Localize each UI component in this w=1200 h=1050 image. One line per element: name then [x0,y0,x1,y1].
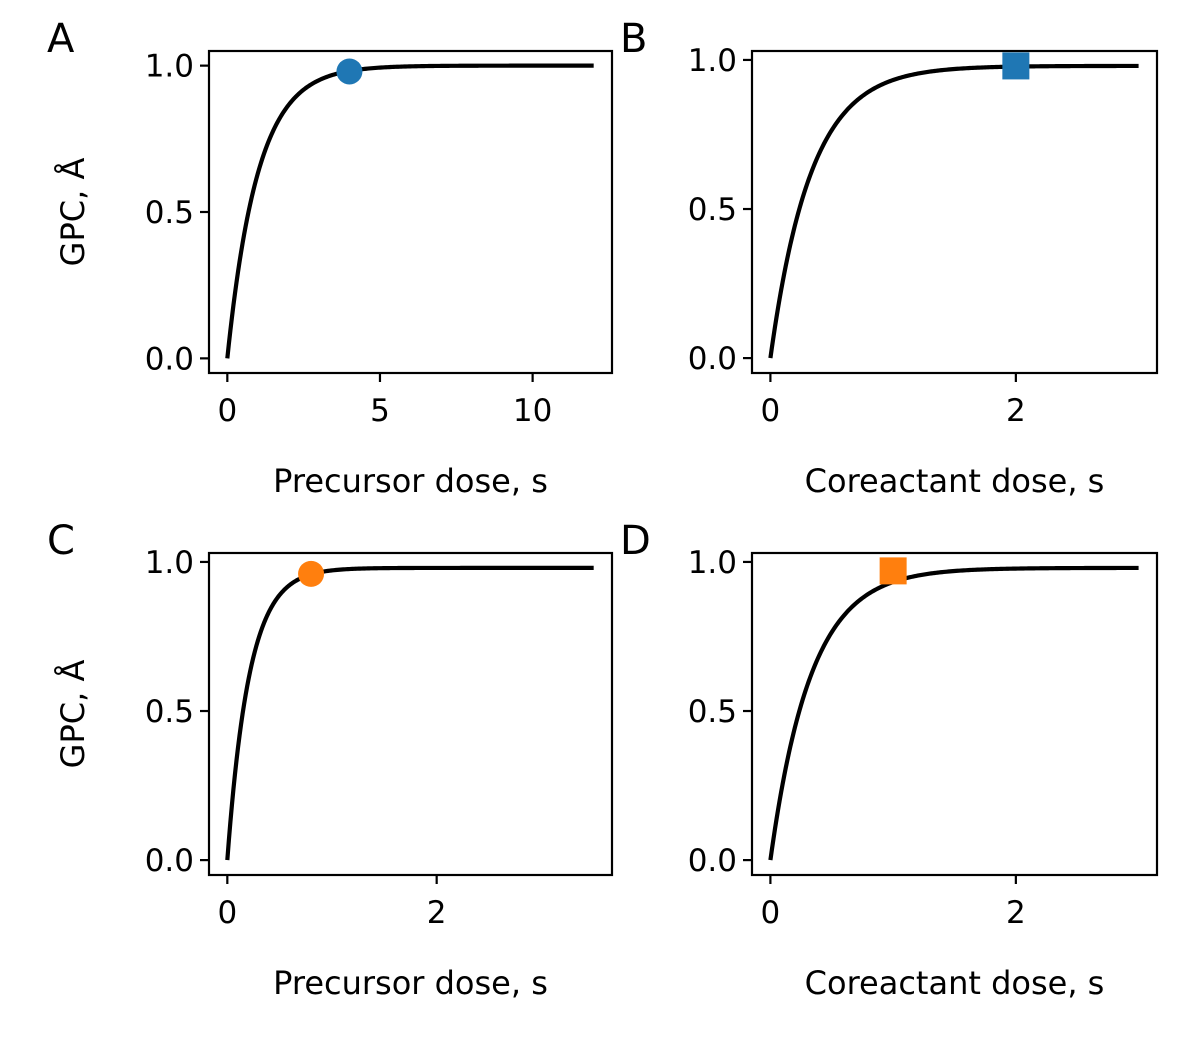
y-tick-label: 0.0 [145,843,194,879]
y-tick-label: 0.0 [145,341,194,377]
y-tick-label: 0.0 [688,843,737,879]
gpc-curve [225,63,595,359]
x-tick-label: 10 [513,393,552,429]
y-tick-label: 0.5 [145,195,194,231]
x-axis-label: Coreactant dose, s [805,964,1105,1002]
marker-square [1002,52,1030,80]
x-tick-label: 0 [761,393,781,429]
marker-circle [298,560,325,587]
panel-a: 0 5 10 0.0 0.5 1.0 Precursor dose, s GPC, Å A [47,16,614,500]
x-tick-label: 2 [1006,393,1026,429]
marker-circle [336,58,363,85]
y-tick-label: 0.5 [688,192,737,228]
y-tick-label: 0.0 [688,341,737,377]
x-tick-label: 2 [427,895,447,931]
gpc-curve [225,565,595,861]
axes-frame [207,49,614,375]
x-tick-label: 0 [217,895,237,931]
y-tick-label: 1.0 [688,43,737,79]
x-axis-label: Precursor dose, s [273,462,548,500]
axes-frame [207,551,614,877]
panel-b: 0 2 0.0 0.5 1.0 Coreactant dose, s B [620,16,1159,500]
gpc-curve [768,565,1140,861]
panel-label: A [47,16,75,62]
panel-label: B [620,16,647,62]
marker-square [879,557,907,585]
y-tick-label: 0.5 [688,694,737,730]
x-tick-label: 5 [370,393,390,429]
panel-label: C [47,518,75,564]
y-axis-label: GPC, Å [54,158,92,267]
x-tick-label: 2 [1006,895,1026,931]
panel-c: 0 2 0.0 0.5 1.0 Precursor dose, s GPC, Å C [47,518,614,1002]
x-tick-label: 0 [761,895,781,931]
x-axis-label: Precursor dose, s [273,964,548,1002]
gpc-curve [768,63,1140,359]
y-tick-label: 1.0 [145,545,194,581]
x-tick-label: 0 [217,393,237,429]
panel-label: D [620,518,651,564]
y-tick-label: 0.5 [145,694,194,730]
y-axis-label: GPC, Å [54,660,92,769]
axes-frame [750,551,1159,877]
y-tick-label: 1.0 [688,545,737,581]
axes-frame [750,49,1159,375]
y-tick-label: 1.0 [145,49,194,85]
panel-d: 0 2 0.0 0.5 1.0 Coreactant dose, s D [620,518,1159,1002]
x-axis-label: Coreactant dose, s [805,462,1105,500]
